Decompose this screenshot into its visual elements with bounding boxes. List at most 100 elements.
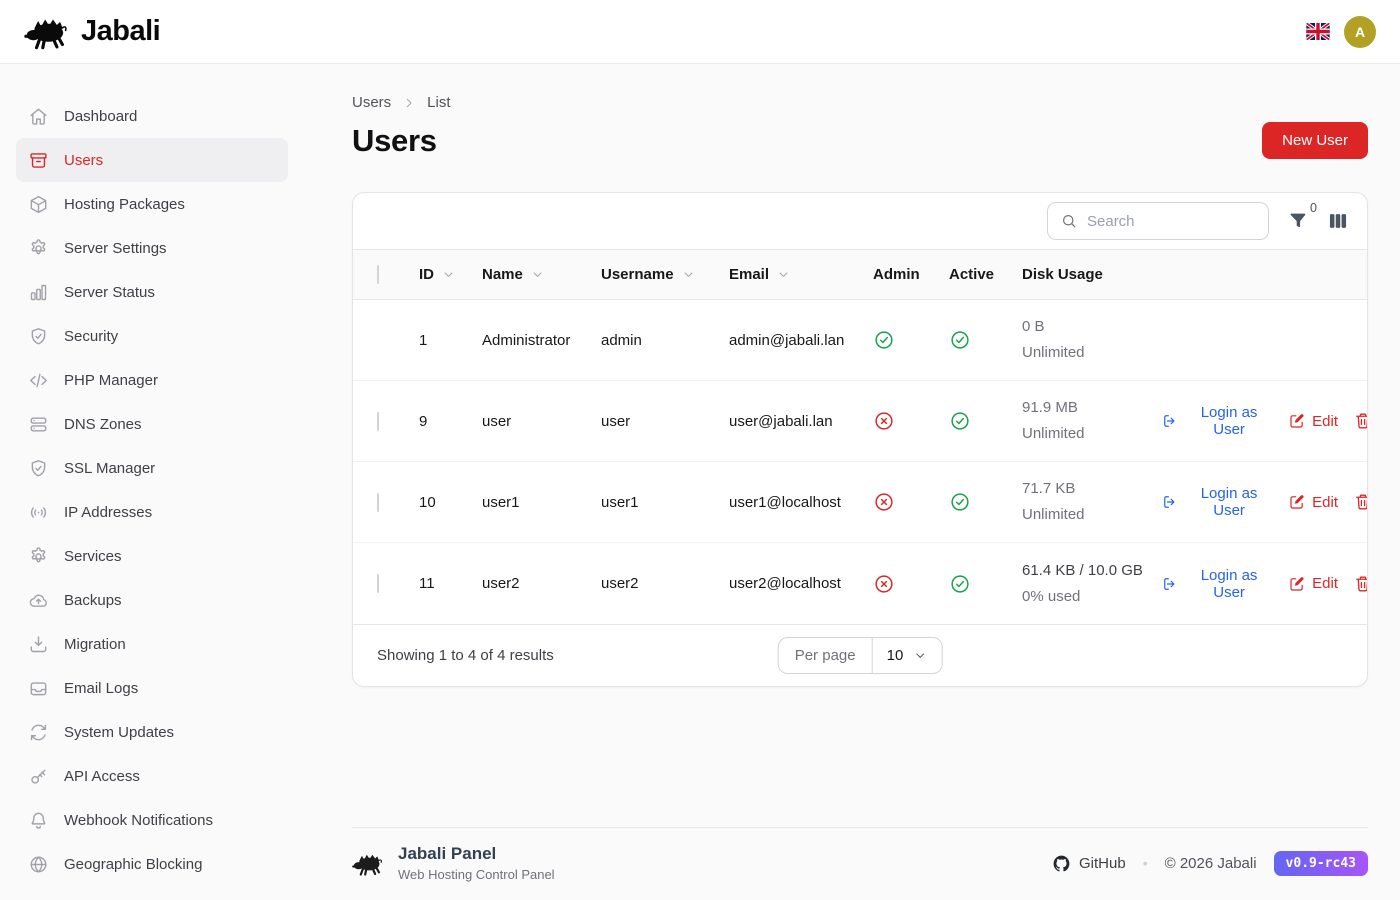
sidebar-item-label: Migration [64, 635, 126, 653]
login-as-user-button[interactable]: Login as User [1161, 404, 1273, 438]
sort-chevron-icon [776, 267, 791, 282]
row-checkbox[interactable] [377, 492, 379, 512]
sidebar-item-system-updates[interactable]: System Updates [16, 710, 288, 754]
cell-name: user2 [482, 575, 520, 592]
download-tray-icon [28, 634, 49, 655]
login-as-user-button[interactable]: Login as User [1161, 485, 1273, 519]
sidebar-item-label: SSL Manager [64, 459, 156, 477]
check-circle-icon [949, 573, 1022, 595]
table-row-user-admin: 1 Administrator admin admin@jabali.lan 0 B Un… [353, 300, 1367, 381]
row-checkbox[interactable] [377, 574, 379, 593]
cell-username: admin [601, 331, 642, 349]
x-circle-icon [873, 491, 949, 513]
sidebar-item-dashboard[interactable]: Dashboard [16, 94, 288, 138]
check-circle-icon [949, 329, 1022, 351]
select-all-checkbox[interactable] [377, 264, 379, 284]
delete-button[interactable] [1353, 411, 1367, 431]
delete-button[interactable] [1353, 492, 1367, 512]
cell-disk-usage: 91.9 MB Unlimited [1022, 399, 1085, 442]
sidebar-item-api-access[interactable]: API Access [16, 754, 288, 798]
trash-icon [1353, 411, 1367, 431]
column-header-username[interactable]: Username [601, 266, 729, 283]
new-user-button[interactable]: New User [1262, 122, 1368, 159]
sidebar-item-label: Webhook Notifications [64, 811, 213, 829]
sidebar-item-dns-zones[interactable]: DNS Zones [16, 402, 288, 446]
cell-admin [873, 573, 949, 595]
sidebar-item-webhook-notifications[interactable]: Webhook Notifications [16, 798, 288, 842]
login-icon [1161, 493, 1179, 511]
sidebar: Dashboard Users Hosting Packages Server Set… [0, 64, 304, 900]
sidebar-item-migration[interactable]: Migration [16, 622, 288, 666]
cell-email: user2@localhost [729, 575, 841, 592]
sidebar-item-security[interactable]: Security [16, 314, 288, 358]
edit-button[interactable]: Edit [1288, 575, 1338, 593]
per-page-select[interactable]: Per page 10 [777, 637, 943, 674]
language-flag-uk-icon[interactable] [1306, 23, 1330, 40]
sidebar-item-users[interactable]: Users [16, 138, 288, 182]
cell-email: user@jabali.lan [729, 412, 833, 430]
key-icon [28, 766, 49, 787]
sidebar-item-server-settings[interactable]: Server Settings [16, 226, 288, 270]
filter-button[interactable]: 0 [1288, 201, 1317, 231]
archive-box-icon [28, 150, 49, 171]
breadcrumb: Users List [352, 94, 1368, 111]
row-checkbox[interactable] [377, 411, 379, 431]
gear-icon [28, 546, 49, 567]
github-link[interactable]: GitHub [1052, 854, 1126, 873]
edit-pencil-icon [1288, 493, 1306, 511]
sidebar-item-services[interactable]: Services [16, 534, 288, 578]
filter-count-badge: 0 [1310, 201, 1317, 215]
user-avatar[interactable]: A [1344, 15, 1376, 48]
delete-button[interactable] [1353, 574, 1367, 594]
sort-chevron-icon [681, 267, 696, 282]
cloud-upload-icon [28, 590, 49, 611]
brand-name: Jabali [81, 15, 161, 47]
column-header-name[interactable]: Name [482, 266, 601, 283]
sidebar-item-ip-addresses[interactable]: IP Addresses [16, 490, 288, 534]
cell-active [949, 491, 1022, 513]
sidebar-item-ssl-manager[interactable]: SSL Manager [16, 446, 288, 490]
sidebar-item-label: PHP Manager [64, 371, 158, 389]
boar-logo-icon [24, 13, 71, 51]
table-row-user-user2: 11 user2 user2 user2@localhost 61.4 KB / 10.… [353, 543, 1367, 624]
cell-name: user1 [482, 493, 520, 511]
cell-username: user1 [601, 493, 639, 511]
check-circle-icon [873, 329, 949, 351]
globe-icon [28, 854, 49, 875]
sidebar-item-geographic-blocking[interactable]: Geographic Blocking [16, 842, 288, 886]
top-bar: Jabali A [0, 0, 1400, 64]
sidebar-item-backups[interactable]: Backups [16, 578, 288, 622]
trash-icon [1353, 492, 1367, 512]
sidebar-item-server-status[interactable]: Server Status [16, 270, 288, 314]
footer-tagline: Web Hosting Control Panel [398, 867, 555, 882]
sort-chevron-icon [530, 267, 545, 282]
breadcrumb-users[interactable]: Users [352, 94, 392, 111]
login-as-user-button[interactable]: Login as User [1161, 567, 1273, 601]
sidebar-item-label: Geographic Blocking [64, 855, 203, 873]
inbox-icon [28, 678, 49, 699]
toggle-columns-button[interactable] [1327, 210, 1349, 232]
main-content: Users List Users New User 0 [304, 64, 1400, 900]
sidebar-item-php-manager[interactable]: PHP Manager [16, 358, 288, 402]
sidebar-item-email-logs[interactable]: Email Logs [16, 666, 288, 710]
cell-id: 10 [419, 493, 436, 511]
column-header-email[interactable]: Email [729, 266, 873, 283]
column-header-id[interactable]: ID [419, 266, 482, 283]
search-input[interactable] [1087, 212, 1256, 230]
edit-button[interactable]: Edit [1288, 412, 1338, 430]
home-icon [28, 106, 49, 127]
sidebar-item-hosting-packages[interactable]: Hosting Packages [16, 182, 288, 226]
funnel-icon [1288, 211, 1308, 231]
cell-active [949, 573, 1022, 595]
sidebar-item-label: IP Addresses [64, 503, 153, 521]
cell-username: user2 [601, 575, 639, 592]
columns-icon [1327, 210, 1349, 232]
brand-logo[interactable]: Jabali [24, 13, 161, 51]
edit-button[interactable]: Edit [1288, 493, 1338, 511]
cell-admin [873, 329, 949, 351]
chevron-down-icon [912, 648, 927, 663]
sidebar-item-label: Backups [64, 591, 122, 609]
check-circle-icon [949, 491, 1022, 513]
table-toolbar: 0 [353, 193, 1367, 249]
